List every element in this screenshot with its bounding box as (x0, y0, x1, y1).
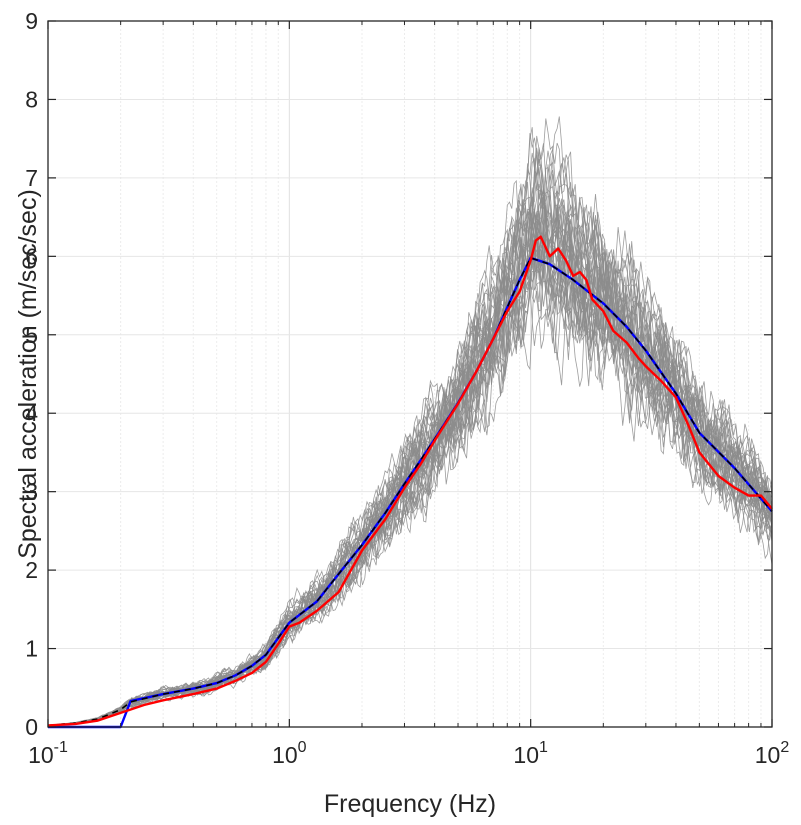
axis-ticks (47, 20, 773, 728)
y-tick-label: 1 (25, 636, 38, 662)
x-tick-label: 102 (755, 739, 790, 768)
y-tick-label: 3 (25, 479, 38, 505)
y-axis-title: Spectral acceleration (m/sec/sec) (14, 189, 42, 559)
axes-box (47, 20, 773, 728)
design-spectrum-line (47, 257, 773, 727)
record-spectrum-line (47, 246, 773, 726)
y-tick-label: 5 (25, 322, 38, 348)
y-tick-label: 8 (25, 86, 38, 112)
x-tick-label: 100 (272, 739, 307, 768)
y-tick-label: 4 (25, 400, 38, 426)
x-tick-label: 101 (513, 739, 548, 768)
record-spectrum-line (47, 127, 773, 726)
x-tick-label: 10-1 (28, 739, 68, 768)
y-tick-label: 0 (25, 714, 38, 740)
y-tick-label: 7 (25, 165, 38, 191)
y-tick-label: 2 (25, 557, 38, 583)
x-tick-labels: 10-1 100 101 102 (28, 739, 789, 768)
series-lines (47, 235, 773, 729)
y-tick-label: 6 (25, 243, 38, 269)
y-tick-labels: 0 1 2 3 4 5 6 7 8 9 (25, 8, 38, 740)
record-spectrum-line (47, 191, 773, 726)
mean-spectrum-line (47, 235, 773, 727)
y-tick-label: 9 (25, 8, 38, 34)
ground-motion-records (47, 116, 773, 727)
x-axis-title: Frequency (Hz) (324, 790, 496, 818)
